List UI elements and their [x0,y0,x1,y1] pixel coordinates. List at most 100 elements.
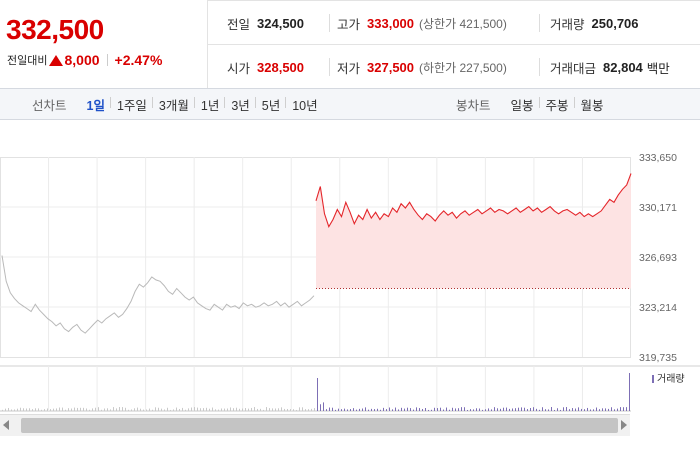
volume-bar [191,407,192,411]
volume-bar [548,409,549,411]
scroll-left-icon[interactable] [3,420,9,430]
volume-bar [32,409,33,411]
line-period-tab-2[interactable]: 3개월 [151,95,195,114]
volume-bar [164,409,165,411]
chart-scrollbar[interactable] [0,414,630,436]
volume-bar [524,407,525,411]
volume-bar [434,407,435,411]
volume-bar [491,409,492,411]
volume-bar [50,409,51,411]
quote-unit: 백만 [646,61,670,76]
quote-prev-close: 전일 324,500 [227,1,304,45]
volume-bar [611,407,612,411]
quote-label: 고가 [337,17,361,32]
quote-value: 328,500 [257,59,305,75]
volume-bar [476,408,477,411]
volume-bar [380,409,381,411]
volume-bar [374,409,375,411]
change-label: 전일대비 [7,55,48,67]
volume-bar [560,409,561,411]
volume-bar [536,408,537,411]
volume-bar [17,408,18,411]
line-period-tab-3[interactable]: 1년 [193,95,225,114]
quote-value: 250,706 [591,15,639,31]
upper-limit: (상한가 421,500) [419,16,507,31]
volume-bar [299,407,300,411]
volume-bar [263,409,264,411]
volume-bar [383,407,384,411]
volume-bar [575,408,576,411]
volume-bar [407,407,408,411]
volume-bar [449,409,450,411]
volume-bar [128,409,129,411]
volume-bar [149,408,150,411]
volume-bar [176,407,177,411]
line-period-tab-5[interactable]: 5년 [254,95,286,114]
volume-bar [170,409,171,411]
volume-bar [422,408,423,411]
volume-bar [245,408,246,411]
volume-bar [86,408,87,411]
volume-bar [464,407,465,411]
volume-bar [137,407,138,411]
candle-period-tab-2[interactable]: 월봉 [573,95,610,114]
volume-bar [227,408,228,411]
quote-value: 82,804 [603,59,643,75]
volume-bar [572,408,573,411]
volume-bar [266,407,267,411]
today-price-line [315,173,632,229]
line-period-tab-4[interactable]: 3년 [224,95,255,114]
price-chart[interactable]: 333,650 330,171 326,693 323,214 319,735 거래량 [0,120,700,450]
volume-bar [143,409,144,411]
price-chart-svg: 333,650 330,171 326,693 323,214 319,735 거래량 [0,152,700,412]
volume-bar [335,409,336,411]
lower-limit: (하한가 227,500) [419,60,507,75]
volume-bar [362,408,363,411]
volume-bar [521,407,522,411]
candle-period-tab-0[interactable]: 일봉 [510,98,534,113]
line-period-tab-1[interactable]: 1주일 [109,95,153,114]
volume-bar [425,408,426,411]
volume-bar [134,408,135,411]
candle-period-tab-1[interactable]: 주봉 [538,95,575,114]
volume-bar [329,407,330,411]
volume-bar [371,408,372,411]
volume-bar [98,407,99,411]
volume-bar [605,408,606,411]
volume-bar [485,409,486,411]
volume-bar [254,407,255,411]
volume-bar [287,408,288,411]
volume-bar [203,408,204,411]
volume-bar [518,407,519,411]
volume-bar [356,409,357,411]
volume-bar [401,407,402,411]
volume-bar [596,407,597,411]
volume-bar [269,408,270,411]
volume-bar [620,407,621,411]
volume-bar [317,378,318,411]
line-period-tab-0[interactable]: 1일 [86,98,105,113]
scrollbar-thumb[interactable] [21,418,618,433]
volume-bar [8,407,9,411]
quote-label: 거래량 [550,17,585,32]
quote-volume: 거래량 250,706 [550,1,639,45]
volume-bar [251,407,252,411]
volume-bar [368,409,369,411]
today-area-fill [316,173,631,289]
volume-bar [617,408,618,411]
quote-grid: 전일 324,500 고가 333,000 (상한가 421,500) 거래량 … [208,0,700,88]
volume-bar [125,407,126,411]
volume-bar [104,408,105,411]
scroll-right-icon[interactable] [621,420,627,430]
volume-bar [296,409,297,411]
volume-bar [467,409,468,411]
line-chart-title: 선차트 [32,98,67,113]
quote-high: 고가 333,000 (상한가 421,500) [337,1,507,45]
line-period-tab-6[interactable]: 10년 [285,95,323,114]
volume-bar [359,408,360,411]
volume-bar [107,408,108,411]
volume-bar [506,407,507,411]
volume-bar [290,409,291,411]
volume-bar [140,408,141,411]
up-triangle-icon [49,54,64,66]
